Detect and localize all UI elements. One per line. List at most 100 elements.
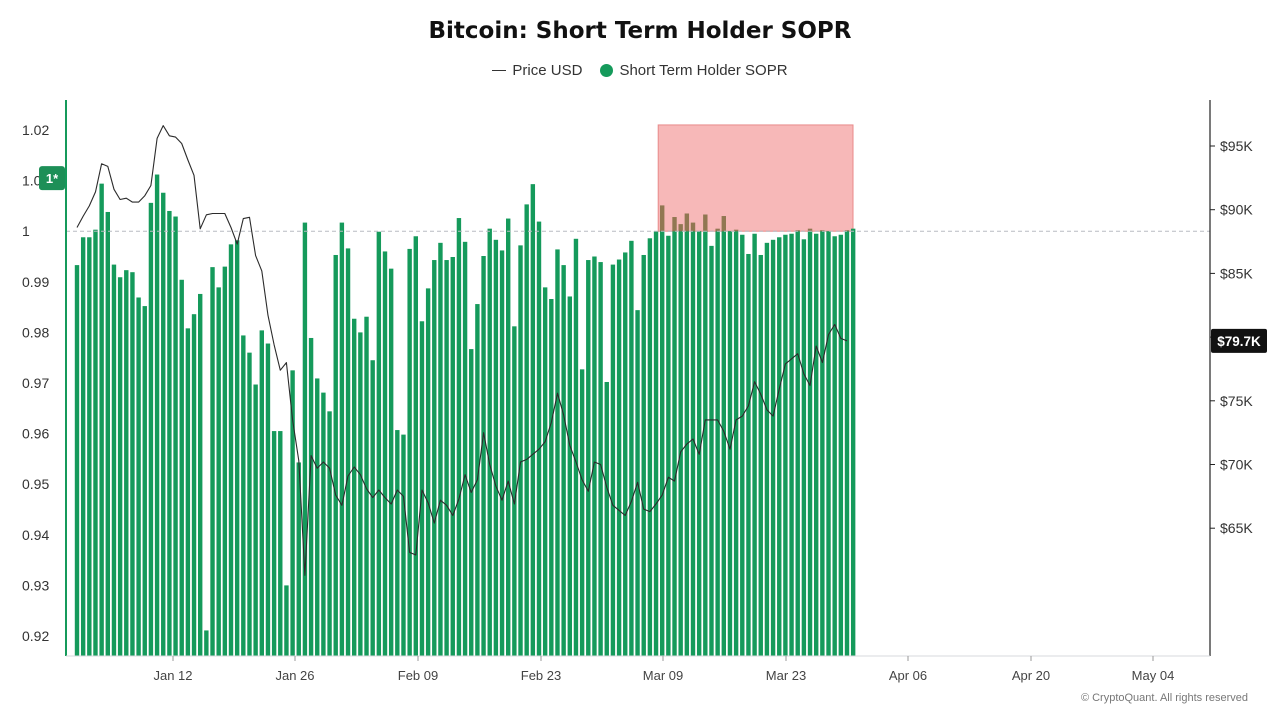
bars-layer xyxy=(74,174,856,657)
sopr-bar xyxy=(228,244,234,656)
sopr-bar-excess xyxy=(733,229,739,232)
sopr-bar xyxy=(623,252,628,656)
x-tick-label: Jan 26 xyxy=(275,668,314,683)
sopr-bar xyxy=(432,260,437,656)
legend-dot-icon xyxy=(600,64,614,77)
left-tick-label: 0.93 xyxy=(22,577,49,593)
x-tick-label: Jan 12 xyxy=(153,668,192,683)
legend-label-price: Price USD xyxy=(512,62,583,79)
sopr-bar xyxy=(770,239,776,656)
sopr-bar xyxy=(746,253,751,656)
sopr-bar xyxy=(241,335,246,656)
left-tick-label: 0.97 xyxy=(22,375,49,391)
sopr-bar xyxy=(826,231,831,656)
sopr-bar xyxy=(259,330,264,656)
sopr-bar xyxy=(487,228,492,657)
sopr-bar xyxy=(352,318,357,656)
copyright-credit: © CryptoQuant. All rights reserved xyxy=(1080,692,1248,704)
sopr-bar xyxy=(222,266,228,656)
price-line xyxy=(76,125,848,576)
sopr-bar-excess xyxy=(690,222,696,232)
sopr-bar xyxy=(253,384,258,656)
sopr-bar xyxy=(820,231,825,656)
sopr-bar xyxy=(579,369,585,656)
sopr-bar xyxy=(142,306,147,656)
legend-item-price[interactable]: Price USD xyxy=(492,62,582,79)
sopr-bar xyxy=(438,242,443,656)
sopr-bar-excess xyxy=(703,214,708,232)
sopr-bar xyxy=(358,332,363,656)
sopr-bar xyxy=(740,234,745,656)
x-tick-label: Mar 09 xyxy=(643,668,683,683)
sopr-bar xyxy=(462,241,468,657)
sopr-bar xyxy=(388,268,394,656)
sopr-bar xyxy=(376,231,382,656)
sopr-bar xyxy=(278,431,283,656)
sopr-bar xyxy=(148,202,154,656)
x-tick-label: May 04 xyxy=(1132,668,1175,683)
sopr-bar-excess xyxy=(660,205,665,232)
sopr-bar xyxy=(234,240,240,657)
sopr-bar xyxy=(456,218,462,656)
left-tick-label: 0.96 xyxy=(22,426,49,442)
chart-legend: Price USD Short Term Holder SOPR xyxy=(0,62,1280,79)
sopr-bar xyxy=(370,360,375,656)
sopr-bar xyxy=(419,321,425,656)
right-tick-label: $85K xyxy=(1220,265,1253,281)
sopr-bar xyxy=(74,265,80,656)
right-tick-label: $70K xyxy=(1220,457,1253,473)
sopr-bar xyxy=(198,293,203,656)
sopr-bar xyxy=(173,216,178,656)
chart-title: Bitcoin: Short Term Holder SOPR xyxy=(428,18,852,44)
sopr-bar xyxy=(777,237,782,656)
sopr-bar xyxy=(709,245,714,656)
axes-layer xyxy=(65,100,1211,657)
sopr-bar xyxy=(308,337,314,656)
sopr-bar xyxy=(653,231,659,656)
sopr-bar xyxy=(598,262,603,656)
sopr-bar xyxy=(401,434,406,656)
sopr-bar xyxy=(333,254,338,656)
left-tick-label: 0.92 xyxy=(22,628,49,644)
sopr-bar xyxy=(616,259,622,656)
sopr-bar xyxy=(154,174,160,656)
left-axis-badge xyxy=(39,166,65,191)
sopr-bar xyxy=(715,231,720,656)
sopr-bar xyxy=(703,231,708,656)
sopr-bar xyxy=(265,343,271,656)
sopr-bar xyxy=(111,264,117,656)
sopr-bar xyxy=(733,231,739,656)
sopr-bar xyxy=(93,229,98,656)
sopr-bar-excess xyxy=(678,224,683,232)
sopr-bar xyxy=(315,378,320,656)
legend-item-sopr[interactable]: Short Term Holder SOPR xyxy=(600,62,788,79)
sopr-bar xyxy=(204,630,209,656)
sopr-bar xyxy=(425,288,431,656)
sopr-bar xyxy=(814,233,819,657)
left-tick-label: 0.99 xyxy=(22,274,49,290)
sopr-bar xyxy=(604,381,609,656)
sopr-bar xyxy=(542,287,548,656)
sopr-bar xyxy=(561,265,566,656)
sopr-bar-excess xyxy=(795,230,800,232)
sopr-bar xyxy=(641,254,646,656)
sopr-bar xyxy=(382,251,388,656)
sopr-bar xyxy=(610,264,616,656)
sopr-bar xyxy=(136,297,141,656)
sopr-bar-excess xyxy=(721,216,726,232)
sopr-bar xyxy=(752,233,757,657)
right-tick-label: $75K xyxy=(1220,393,1253,409)
sopr-bar xyxy=(795,231,800,656)
sopr-bar xyxy=(506,218,511,657)
sopr-bar xyxy=(284,585,289,656)
sopr-bar xyxy=(512,326,517,656)
sopr-bar xyxy=(161,192,166,656)
price-line-layer xyxy=(76,125,848,576)
sopr-bar xyxy=(395,430,400,656)
sopr-bar xyxy=(832,236,837,656)
sopr-bar xyxy=(660,231,665,656)
sopr-bar xyxy=(586,260,591,656)
sopr-bar xyxy=(450,257,455,656)
sopr-bar xyxy=(536,221,542,656)
sopr-bar xyxy=(290,370,295,656)
